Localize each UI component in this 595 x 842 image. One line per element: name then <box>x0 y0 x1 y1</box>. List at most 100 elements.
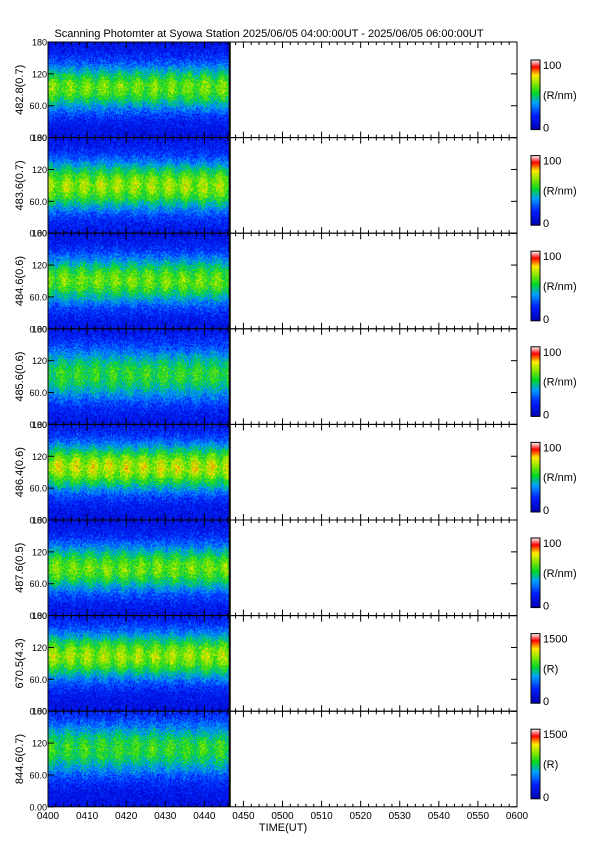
panel-y-label: 670.5(4.3) <box>14 638 26 688</box>
panel-y-label: 486.4(0.6) <box>14 447 26 497</box>
colorbar-min-label: 0 <box>543 123 549 135</box>
colorbar-max-label: 100 <box>543 251 561 263</box>
x-tick-label: 0430 <box>154 811 177 822</box>
panel-heatmap <box>48 615 230 712</box>
y-tick-label: 180 <box>32 516 47 526</box>
panel-heatmap <box>48 42 230 138</box>
panel-heatmap <box>48 424 230 520</box>
colorbar-unit: (R/nm) <box>543 90 577 102</box>
panel-y-label: 484.6(0.6) <box>14 256 26 306</box>
colorbar <box>530 59 541 131</box>
panel-2: 0.00 60.0 120 180 483.6(0.7) 100 0 (R/nm) <box>14 133 577 239</box>
y-tick-label: 60.0 <box>29 675 47 685</box>
panel-y-label: 487.6(0.5) <box>14 543 26 593</box>
panel-4: 0.00 60.0 120 180 485.6(0.6) 100 0 (R/nm) <box>14 324 577 430</box>
panel-1: 0.00 60.0 120 180 482.8(0.7) 100 0 (R/nm) <box>14 38 577 144</box>
panel-3: 0.00 60.0 120 180 484.6(0.6) 100 0 (R/nm) <box>14 229 577 335</box>
x-tick-label: 0510 <box>310 811 333 822</box>
panel-heatmap <box>48 711 230 807</box>
colorbar-max-label: 1500 <box>543 729 567 741</box>
x-tick-label: 0500 <box>271 811 294 822</box>
y-tick-label: 180 <box>32 38 47 48</box>
y-tick-label: 60.0 <box>29 197 47 207</box>
y-tick-label: 120 <box>32 643 47 653</box>
x-tick-label: 0400 <box>37 811 60 822</box>
colorbar-min-label: 0 <box>543 314 549 326</box>
x-tick-label: 0540 <box>428 811 451 822</box>
y-tick-label: 0.00 <box>29 420 47 430</box>
y-tick-label: 180 <box>32 324 47 334</box>
colorbar-max-label: 100 <box>543 347 561 359</box>
colorbar-min-label: 0 <box>543 218 549 230</box>
y-tick-label: 120 <box>32 356 47 366</box>
colorbar-max-label: 100 <box>543 60 561 72</box>
y-tick-label: 60.0 <box>29 579 47 589</box>
y-tick-label: 180 <box>32 133 47 143</box>
panel-7: 0.00 60.0 120 180 670.5(4.3) 1500 0 (R) <box>14 611 567 717</box>
panel-heatmap <box>48 137 230 234</box>
colorbar <box>530 633 541 704</box>
y-tick-label: 60.0 <box>29 484 47 494</box>
y-tick-label: 0.00 <box>29 707 47 717</box>
colorbar <box>530 346 541 417</box>
colorbar-unit: (R) <box>543 759 558 771</box>
y-tick-label: 180 <box>32 420 47 430</box>
colorbar-unit: (R/nm) <box>543 568 577 580</box>
y-tick-label: 60.0 <box>29 292 47 302</box>
x-tick-label: 0420 <box>115 811 138 822</box>
x-tick-label: 0600 <box>506 811 529 822</box>
panel-y-label: 844.6(0.7) <box>14 734 26 784</box>
x-tick-label: 0530 <box>389 811 412 822</box>
colorbar-max-label: 100 <box>543 538 561 550</box>
x-tick-label: 0550 <box>467 811 490 822</box>
x-tick-label: 0520 <box>350 811 373 822</box>
x-tick-label: 0440 <box>193 811 216 822</box>
y-tick-label: 120 <box>32 261 47 271</box>
x-tick-label: 0410 <box>76 811 99 822</box>
colorbar-min-label: 0 <box>543 792 549 804</box>
panel-y-label: 485.6(0.6) <box>14 352 26 402</box>
panel-8: 0.00 60.0 120 180 844.6(0.7) 1500 0 (R) <box>14 707 567 813</box>
y-tick-label: 0.00 <box>29 324 47 334</box>
y-tick-label: 60.0 <box>29 388 47 398</box>
colorbar-max-label: 100 <box>543 442 561 454</box>
colorbar-unit: (R/nm) <box>543 281 577 293</box>
colorbar-unit: (R/nm) <box>543 377 577 389</box>
y-tick-label: 60.0 <box>29 770 47 780</box>
chart-title: Scanning Photomter at Syowa Station 2025… <box>54 28 483 40</box>
y-tick-label: 180 <box>32 229 47 239</box>
colorbar <box>530 250 541 322</box>
panel-y-label: 483.6(0.7) <box>14 160 26 210</box>
colorbar-min-label: 0 <box>543 696 549 708</box>
panel-heatmap <box>48 520 230 616</box>
y-tick-label: 120 <box>32 739 47 749</box>
colorbar-unit: (R/nm) <box>543 472 577 484</box>
colorbar-min-label: 0 <box>543 505 549 517</box>
colorbar-max-label: 100 <box>543 156 561 168</box>
panel-heatmap <box>48 328 230 425</box>
y-tick-label: 60.0 <box>29 101 47 111</box>
colorbar <box>530 441 541 513</box>
y-tick-label: 0.00 <box>29 516 47 526</box>
colorbar <box>530 537 541 609</box>
y-tick-label: 0.00 <box>29 229 47 239</box>
x-axis-label: TIME(UT) <box>259 822 307 834</box>
y-tick-label: 180 <box>32 611 47 621</box>
y-tick-label: 0.00 <box>29 133 47 143</box>
colorbar <box>530 728 541 800</box>
colorbar-max-label: 1500 <box>543 634 567 646</box>
colorbar-min-label: 0 <box>543 409 549 421</box>
colorbar <box>530 155 541 226</box>
colorbar-unit: (R/nm) <box>543 185 577 197</box>
y-tick-label: 0.00 <box>29 611 47 621</box>
panel-5: 0.00 60.0 120 180 486.4(0.6) 100 0 (R/nm) <box>14 420 577 526</box>
y-tick-label: 120 <box>32 452 47 462</box>
colorbar-unit: (R) <box>543 663 558 675</box>
panel-y-label: 482.8(0.7) <box>14 65 26 115</box>
colorbar-min-label: 0 <box>543 601 549 613</box>
y-tick-label: 120 <box>32 547 47 557</box>
y-tick-label: 120 <box>32 165 47 175</box>
y-tick-label: 120 <box>32 69 47 79</box>
y-tick-label: 180 <box>32 707 47 717</box>
